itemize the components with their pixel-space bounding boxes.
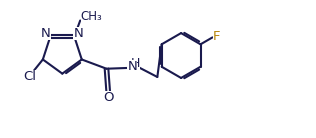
Text: H: H <box>131 57 140 70</box>
Text: N: N <box>127 60 137 73</box>
Text: F: F <box>213 30 221 43</box>
Text: N: N <box>41 27 51 40</box>
Text: N: N <box>73 27 83 40</box>
Text: Cl: Cl <box>23 70 36 83</box>
Text: CH₃: CH₃ <box>81 10 103 23</box>
Text: O: O <box>103 91 113 104</box>
